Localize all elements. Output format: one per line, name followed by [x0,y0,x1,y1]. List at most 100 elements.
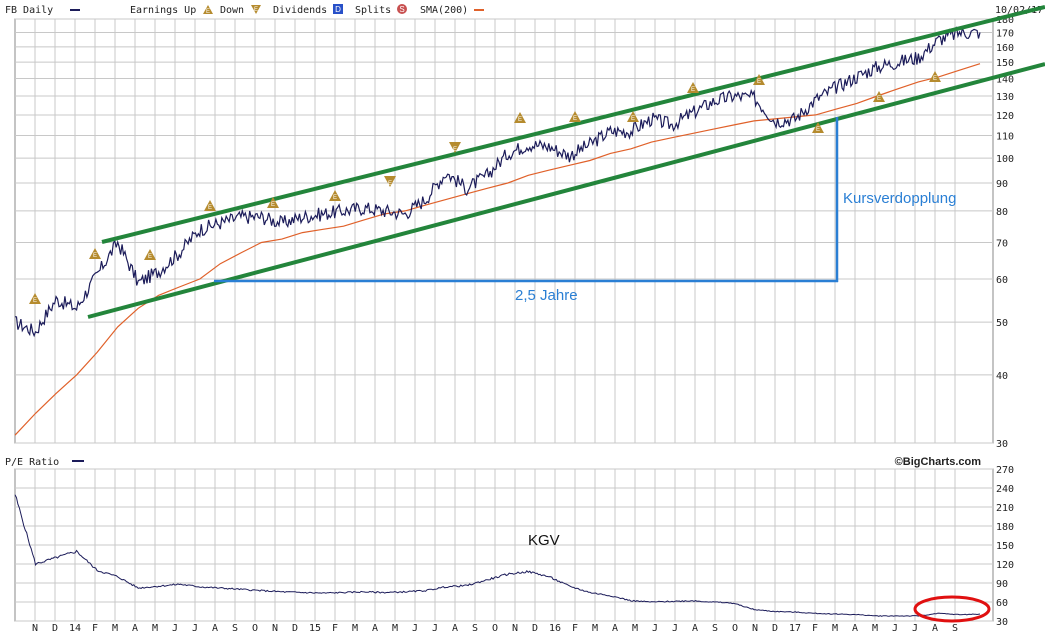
x-tick-label: O [732,623,738,634]
earnings-marker-glyph: E [573,116,577,122]
earnings-marker-icon [384,176,396,187]
channel-lower-line [87,62,1045,319]
x-tick-label: F [332,623,338,634]
x-tick-label: S [952,623,958,634]
x-tick-label: 15 [309,623,321,634]
earnings-marker-glyph: E [333,195,337,201]
earnings-marker-glyph: E [148,254,152,260]
x-tick-label: J [192,623,198,634]
pe-y-axis: 30 60 90 120 150 180 210 240 270 [996,465,1014,628]
price-y-tick: 30 [996,439,1008,450]
earnings-marker-icon [89,248,101,259]
earnings-marker-icon [627,111,639,122]
price-y-tick: 90 [996,179,1008,190]
earnings-marker-glyph: E [388,181,392,187]
price-y-tick: 60 [996,275,1008,286]
x-tick-label: F [572,623,578,634]
date-label: 10/02/17 [995,5,1043,16]
chart-header: FB Daily Earnings Up E Down E Dividends … [5,4,1043,16]
price-y-tick: 110 [996,132,1014,143]
earnings-marker-glyph: E [631,116,635,122]
x-tick-label: A [852,623,858,634]
highlight-circle [913,595,991,623]
dividends-label: Dividends [273,5,327,16]
price-panel-grid [15,18,993,444]
x-tick-label: 17 [789,623,801,634]
x-tick-label: M [872,623,878,634]
x-tick-label: O [492,623,498,634]
earnings-marker-icon [753,74,765,85]
pe-panel-grid [15,468,993,622]
split-glyph: S [399,5,404,14]
kursverdopplung-label: Kursverdopplung [843,190,956,207]
earnings-marker-icon [514,112,526,123]
x-tick-label: A [692,623,698,634]
pe-ratio-line [14,494,981,617]
earnings-marker-glyph: E [33,298,37,304]
earnings-up-icon: E [203,5,213,15]
earnings-marker-glyph: E [933,76,937,82]
earnings-marker-icon [812,122,824,133]
down-label: Down [220,5,244,16]
price-y-tick: 130 [996,92,1014,103]
x-tick-label: N [32,623,38,634]
earnings-down-icon: E [251,5,261,14]
pe-y-tick: 180 [996,522,1014,533]
measurement-lines [214,117,839,283]
x-tick-label: J [412,623,418,634]
pe-ratio-label: P/E Ratio [5,457,59,468]
sma200-line [14,63,981,436]
dividend-icon: D [333,4,343,14]
price-y-tick: 150 [996,58,1014,69]
earnings-up-glyph: E [206,9,210,15]
x-tick-label: M [152,623,158,634]
x-tick-label: S [712,623,718,634]
x-tick-label: A [372,623,378,634]
pe-y-tick: 60 [996,598,1008,609]
pe-panel-vgrid [34,469,956,621]
x-tick-label: D [772,623,778,634]
pe-y-tick: 90 [996,579,1008,590]
x-tick-label: J [892,623,898,634]
earnings-marker-icon [873,91,885,102]
x-tick-label: J [432,623,438,634]
price-y-tick: 40 [996,371,1008,382]
pe-y-tick: 270 [996,465,1014,476]
x-tick-label: S [472,623,478,634]
x-tick-label: J [172,623,178,634]
pe-y-tick: 120 [996,560,1014,571]
price-y-tick: 70 [996,238,1008,249]
x-tick-label: M [112,623,118,634]
price-y-tick: 180 [996,15,1014,26]
x-tick-label: A [932,623,938,634]
pe-y-tick: 210 [996,503,1014,514]
x-tick-label: A [132,623,138,634]
earnings-marker-glyph: E [453,147,457,153]
earnings-marker-glyph: E [93,253,97,259]
channel-upper-line [101,5,1045,244]
x-axis: N D 14 F M A M J J A S O N D 15 F M A M J J A S O N D 16 F M A M J J A S O N… [32,623,958,634]
x-tick-label: A [612,623,618,634]
price-y-tick: 120 [996,111,1014,122]
pe-y-tick: 240 [996,484,1014,495]
x-tick-label: M [632,623,638,634]
x-tick-label: A [452,623,458,634]
x-tick-label: D [532,623,538,634]
earnings-marker-glyph: E [208,205,212,211]
earnings-marker-glyph: E [691,87,695,93]
earnings-marker-icon [449,142,461,153]
earnings-marker-glyph: E [816,127,820,133]
x-tick-label: M [832,623,838,634]
bigcharts-credit: ©BigCharts.com [895,456,982,468]
pe-y-tick: 30 [996,617,1008,628]
earnings-marker-icon [929,71,941,82]
sma-label: SMA(200) [420,5,468,16]
x-tick-label: N [272,623,278,634]
trend-channel [87,5,1045,319]
earnings-marker-icon [569,111,581,122]
earnings-marker-icon [144,249,156,260]
x-tick-label: F [92,623,98,634]
price-y-axis: 30 40 50 60 70 80 90 100 110 120 130 140 150 160 170 18… [996,15,1014,450]
x-tick-label: J [912,623,918,634]
